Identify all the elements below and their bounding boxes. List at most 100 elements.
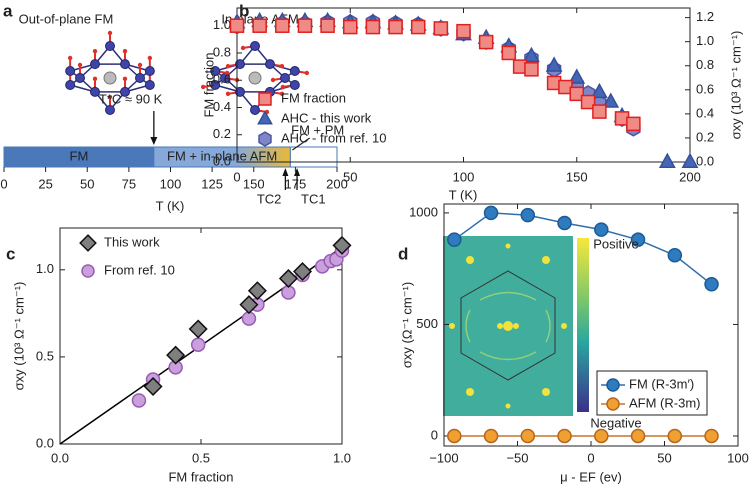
spin-head	[304, 70, 310, 76]
atom	[90, 59, 100, 70]
atom	[280, 73, 290, 83]
x-tick-label: 100	[453, 169, 475, 184]
y-tick-label: 0.2	[213, 126, 231, 141]
center-atom	[103, 71, 117, 85]
x-tick-label: 100	[727, 450, 749, 465]
legend-marker	[79, 234, 97, 252]
x-axis-label: μ - EF (ev)	[560, 469, 622, 484]
atom	[65, 66, 76, 76]
data-point	[447, 428, 462, 444]
phase-segment	[289, 146, 338, 168]
data-point	[190, 337, 206, 352]
x-tick-label: 0.0	[51, 450, 69, 465]
data-point	[523, 46, 540, 63]
phase-label: FM + in-plane AFM	[167, 148, 277, 163]
y-axis-label: FM fraction	[201, 52, 216, 117]
data-point	[483, 428, 499, 444]
colorbar-label: Positive	[593, 236, 639, 251]
crystal-structure	[65, 30, 155, 115]
y-tick-label: 0.6	[213, 72, 231, 87]
x-tick-label: 0	[0, 176, 7, 191]
x-tick-label: 1.0	[333, 450, 351, 465]
data-point	[456, 23, 471, 39]
y-axis-label: σxy (Ω⁻¹ cm⁻¹)	[399, 282, 414, 368]
data-point	[569, 86, 584, 102]
y2-tick-label: 0.8	[696, 57, 714, 72]
arrow-head	[282, 168, 289, 176]
data-point	[252, 18, 267, 33]
data-point	[501, 45, 517, 61]
spin-head	[225, 91, 231, 97]
y2-tick-label: 0.4	[696, 105, 714, 120]
brillouin-zone	[460, 270, 556, 381]
x-tick-label: 100	[160, 176, 182, 191]
x-tick-label: −100	[429, 450, 458, 465]
atom	[289, 80, 300, 90]
data-point	[594, 222, 609, 237]
data-point	[520, 428, 536, 444]
data-point	[658, 152, 676, 168]
spin-head	[107, 30, 113, 36]
inset-contours	[465, 291, 551, 361]
atom	[265, 59, 275, 70]
data-point	[667, 428, 683, 444]
data-point	[365, 19, 381, 35]
data-point	[188, 319, 208, 339]
data-point	[278, 269, 298, 289]
legend-marker	[258, 92, 272, 106]
spin-head	[67, 55, 73, 61]
data-point	[478, 34, 494, 50]
legend-label: This work	[104, 234, 160, 249]
spin-head	[77, 62, 83, 68]
y2-tick-label: 0.2	[696, 129, 714, 144]
atom	[144, 80, 155, 90]
x-tick-label: 50	[343, 169, 357, 184]
spin-head	[122, 76, 128, 82]
phase-label: FM + PM	[291, 122, 344, 137]
y-axis-label: σxy (10³ Ω⁻¹ cm⁻¹)	[11, 282, 26, 391]
data-point	[524, 62, 539, 77]
data-point	[592, 104, 607, 119]
marker-label: TC1	[301, 191, 326, 206]
x-tick-label: 50	[657, 450, 671, 465]
y-tick-label: 0	[431, 427, 438, 442]
data-point	[293, 262, 313, 282]
data-point	[630, 428, 646, 444]
marker-label: T*C ≈ 90 K	[99, 91, 163, 106]
atom	[90, 86, 100, 97]
y-tick-label: 0.0	[213, 153, 231, 168]
atom	[250, 105, 260, 115]
y-tick-label: 0.5	[36, 348, 54, 363]
x-tick-label: 175	[285, 176, 307, 191]
structure-title: Out-of-plane FM	[19, 11, 114, 26]
inset-hotspots	[449, 243, 567, 409]
data-point	[557, 428, 572, 444]
spin-head	[240, 45, 246, 51]
y2-axis-label: σxy (10³ Ω⁻¹ cm⁻¹)	[728, 31, 743, 140]
center-atom	[248, 71, 262, 85]
x-tick-label: 150	[566, 169, 588, 184]
data-point	[229, 18, 245, 33]
data-point	[557, 215, 572, 231]
y-tick-label: 1.0	[36, 261, 54, 276]
panel-label: b	[239, 1, 249, 20]
legend-label: AHC - this work	[281, 110, 372, 125]
panel-label: c	[6, 244, 15, 263]
atom	[105, 41, 115, 51]
atom	[210, 80, 221, 90]
legend-marker	[606, 397, 620, 411]
data-point	[143, 377, 163, 397]
phase-label: FM	[70, 148, 89, 163]
data-point	[131, 393, 147, 408]
legend-marker	[258, 131, 272, 147]
x-tick-label: 75	[122, 176, 136, 191]
atom	[120, 86, 130, 97]
data-point	[681, 152, 699, 168]
spin-head	[107, 94, 113, 100]
x-axis-label: FM fraction	[168, 469, 233, 484]
data-point	[447, 232, 462, 247]
data-point	[297, 18, 313, 33]
spin-head	[225, 63, 231, 69]
spin-head	[200, 84, 206, 90]
